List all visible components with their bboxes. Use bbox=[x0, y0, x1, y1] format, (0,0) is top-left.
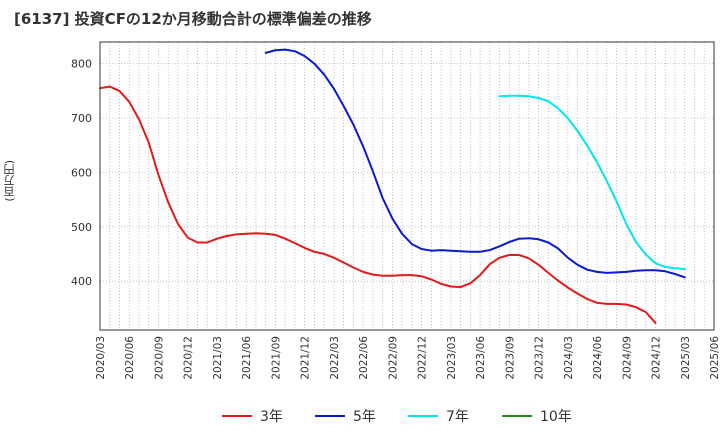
x-tick-label: 2024/12 bbox=[651, 336, 663, 380]
series-line-3年 bbox=[99, 85, 657, 324]
series-line-7年 bbox=[498, 94, 686, 271]
x-tick-label: 2022/12 bbox=[417, 336, 429, 380]
legend-swatch bbox=[502, 415, 532, 417]
x-tick-label: 2025/06 bbox=[709, 336, 720, 380]
x-tick-label: 2023/09 bbox=[504, 336, 516, 380]
x-tick-label: 2020/12 bbox=[183, 336, 195, 380]
y-tick-label: 600 bbox=[71, 166, 92, 179]
x-tick-label: 2023/03 bbox=[446, 336, 458, 380]
y-tick-labels: 400 500 600 700 800 bbox=[71, 58, 92, 288]
x-tick-label: 2021/03 bbox=[212, 336, 224, 380]
legend-label: 5年 bbox=[353, 409, 376, 425]
grid bbox=[99, 42, 715, 330]
legend-label: 3年 bbox=[260, 409, 283, 425]
x-tick-label: 2024/09 bbox=[621, 336, 633, 380]
x-tick-label: 2024/06 bbox=[592, 336, 604, 380]
series-lines bbox=[99, 48, 686, 324]
legend-swatch bbox=[408, 415, 438, 417]
y-tick-label: 500 bbox=[71, 221, 92, 234]
x-tick-label: 2020/06 bbox=[124, 336, 136, 380]
x-tick-label: 2024/03 bbox=[563, 336, 575, 380]
x-tick-label: 2020/09 bbox=[153, 336, 165, 380]
x-tick-label: 2025/03 bbox=[680, 336, 692, 380]
y-tick-label: 800 bbox=[71, 58, 92, 71]
y-tick-label: 700 bbox=[71, 112, 92, 125]
x-tick-label: 2022/06 bbox=[358, 336, 370, 380]
legend-label: 10年 bbox=[540, 409, 572, 425]
plot-frame bbox=[99, 41, 715, 331]
legend-swatch bbox=[315, 415, 345, 417]
x-tick-label: 2021/06 bbox=[241, 336, 253, 380]
x-tick-label: 2021/12 bbox=[300, 336, 312, 380]
chart-title: [6137] 投資CFの12か月移動合計の標準偏差の推移 bbox=[14, 10, 372, 28]
legend-swatch bbox=[222, 415, 252, 417]
series-line-5年 bbox=[264, 48, 686, 279]
x-tick-label: 2022/03 bbox=[329, 336, 341, 380]
x-tick-label: 2021/09 bbox=[270, 336, 282, 380]
y-tick-label: 400 bbox=[71, 275, 92, 288]
x-tick-labels: 2020/03 2020/06 2020/09 2020/12 2021/03 2021/… bbox=[95, 336, 720, 380]
legend: 3年 5年 7年 10年 bbox=[0, 402, 720, 430]
x-tick-label: 2023/12 bbox=[534, 336, 546, 380]
x-tick-label: 2023/06 bbox=[475, 336, 487, 380]
x-tick-label: 2022/09 bbox=[387, 336, 399, 380]
x-tick-label: 2020/03 bbox=[95, 336, 107, 380]
legend-label: 7年 bbox=[446, 409, 469, 425]
